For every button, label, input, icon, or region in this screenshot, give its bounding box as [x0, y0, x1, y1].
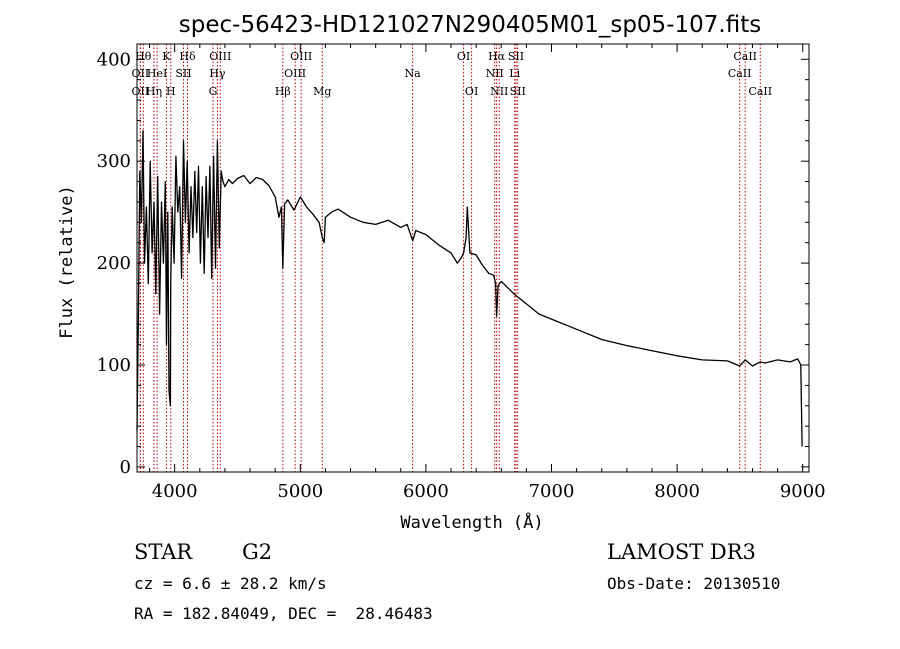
- y-tick-label: 300: [97, 151, 131, 172]
- y-tick-label: 100: [97, 355, 131, 376]
- y-axis-ticks: 0 100 200 300 400: [97, 49, 809, 478]
- line-label: OI: [465, 85, 478, 98]
- y-tick-label: 200: [97, 253, 131, 274]
- plot-frame: [136, 43, 810, 473]
- line-label: Hγ: [209, 67, 226, 80]
- line-label: OIII: [284, 67, 306, 80]
- line-label: OII: [132, 67, 150, 80]
- line-label: Hδ: [179, 50, 196, 63]
- y-tick-label: 0: [120, 457, 131, 478]
- line-label: OII: [132, 85, 150, 98]
- line-label: SII: [175, 67, 191, 80]
- line-label: OIII: [290, 50, 312, 63]
- line-label: Hβ: [275, 85, 291, 98]
- x-tick-label: 6000: [403, 481, 449, 502]
- spectral-line-markers: [139, 44, 761, 472]
- line-label: Hα: [488, 50, 506, 63]
- line-label: NII: [486, 67, 504, 80]
- line-label: H: [166, 85, 176, 98]
- x-tick-label: 9000: [780, 481, 826, 502]
- x-tick-label: 7000: [529, 481, 575, 502]
- line-label: G: [209, 85, 218, 98]
- line-label: Na: [404, 67, 421, 80]
- line-label: Hη: [146, 85, 162, 98]
- object-class: STAR: [134, 540, 193, 564]
- line-label: K: [162, 50, 171, 63]
- line-label: SII: [510, 85, 526, 98]
- line-label: Mg: [313, 85, 331, 98]
- spectral-subclass: G2: [242, 540, 273, 564]
- x-tick-label: 8000: [654, 481, 700, 502]
- line-label: HeI: [147, 67, 167, 80]
- line-label: Li: [509, 67, 520, 80]
- x-axis-label: Wavelength (Å): [400, 511, 543, 533]
- observation-date: Obs-Date: 20130510: [607, 574, 781, 593]
- line-label: OI: [457, 50, 470, 63]
- line-label: SII: [508, 50, 524, 63]
- x-axis-ticks: 4000 5000 6000 7000 8000 9000: [149, 44, 826, 502]
- x-tick-label: 5000: [277, 481, 323, 502]
- line-label: CaII: [733, 50, 757, 63]
- line-label: OIII: [209, 50, 231, 63]
- line-label: CaII: [728, 67, 752, 80]
- y-axis-label: Flux (relative): [57, 185, 77, 339]
- spectrum-line: [136, 129, 803, 447]
- y-tick-label: 400: [97, 49, 131, 70]
- line-label: Hθ: [135, 50, 152, 63]
- chart-title: spec-56423-HD121027N290405M01_sp05-107.f…: [179, 12, 761, 38]
- x-tick-label: 4000: [152, 481, 198, 502]
- line-label: CaII: [748, 85, 772, 98]
- survey-name: LAMOST DR3: [607, 540, 756, 564]
- redshift-readout: cz = 6.6 ± 28.2 km/s: [134, 574, 327, 593]
- line-label: NII: [490, 85, 508, 98]
- coordinates-readout: RA = 182.84049, DEC = 28.46483: [134, 604, 433, 623]
